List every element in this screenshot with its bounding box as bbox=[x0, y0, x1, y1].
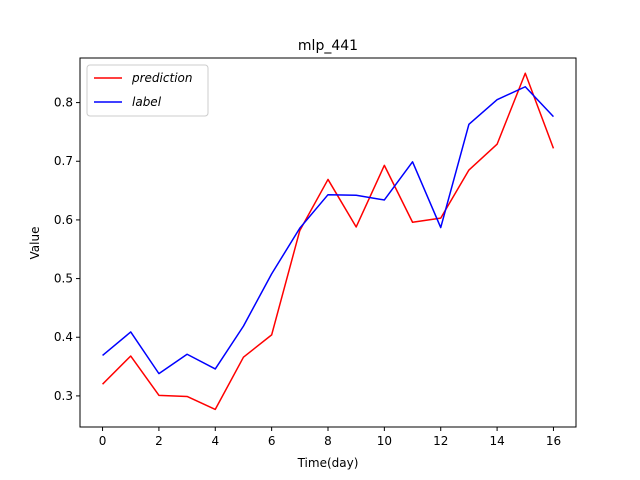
y-axis-ticks: 0.3 0.4 0.5 0.6 0.7 0.8 bbox=[54, 96, 80, 403]
x-tick-label: 16 bbox=[546, 434, 561, 448]
legend: prediction label bbox=[86, 64, 209, 117]
legend-label-label: label bbox=[132, 95, 162, 109]
x-axis-ticks: 0 2 4 6 8 10 12 14 16 bbox=[99, 427, 561, 448]
y-tick-label: 0.3 bbox=[54, 389, 73, 403]
x-tick-label: 8 bbox=[324, 434, 332, 448]
y-tick-label: 0.4 bbox=[54, 330, 73, 344]
chart-title: mlp_441 bbox=[298, 38, 358, 54]
y-tick-label: 0.7 bbox=[54, 154, 73, 168]
y-tick-label: 0.5 bbox=[54, 272, 73, 286]
x-tick-label: 4 bbox=[211, 434, 219, 448]
legend-label-prediction: prediction bbox=[131, 71, 192, 85]
series-lines bbox=[102, 72, 555, 411]
x-axis-label: Time(day) bbox=[297, 456, 359, 470]
x-tick-label: 10 bbox=[377, 434, 392, 448]
y-axis-label: Value bbox=[28, 227, 42, 260]
x-tick-label: 12 bbox=[433, 434, 448, 448]
y-tick-label: 0.8 bbox=[54, 96, 73, 110]
x-tick-label: 0 bbox=[99, 434, 107, 448]
y-tick-label: 0.6 bbox=[54, 213, 73, 227]
series-line-label bbox=[102, 86, 554, 375]
x-tick-label: 2 bbox=[155, 434, 163, 448]
series-line-prediction bbox=[102, 72, 555, 411]
x-tick-label: 14 bbox=[489, 434, 504, 448]
x-tick-label: 6 bbox=[268, 434, 276, 448]
